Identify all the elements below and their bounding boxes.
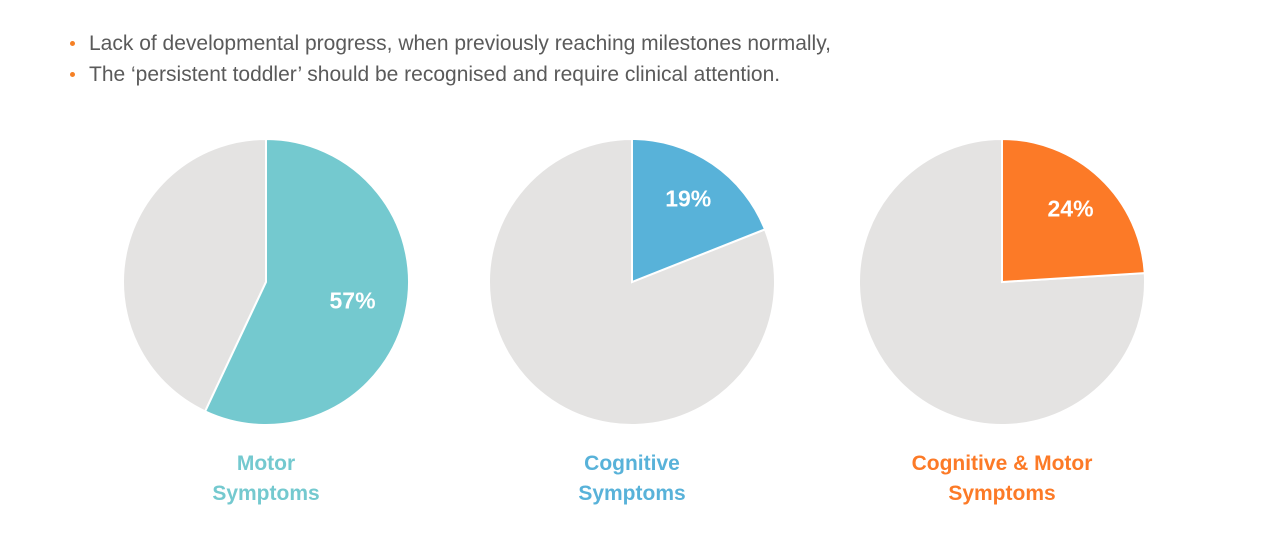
bullet-item: Lack of developmental progress, when pre…: [70, 28, 831, 59]
pie-slice-value: [203, 137, 410, 426]
pie-slice-remainder: [122, 137, 267, 413]
pie-value-label: 57%: [329, 287, 376, 314]
pie-slice-value: [1001, 137, 1146, 284]
bullet-list: Lack of developmental progress, when pre…: [70, 28, 831, 90]
chart-label-line1: Motor: [236, 452, 296, 475]
bullet-dot-icon: [70, 72, 75, 77]
pie-value-label: 24%: [1047, 195, 1094, 222]
pie-slice-value: [631, 137, 767, 284]
chart-label-line2: Symptoms: [212, 482, 320, 505]
chart-label: Motor Symptoms: [116, 449, 416, 509]
pie-chart-svg: [858, 137, 1146, 426]
bullet-item: The ‘persistent toddler’ should be recog…: [70, 59, 831, 90]
chart-label: Cognitive & Motor Symptoms: [852, 449, 1152, 509]
chart-label-line1: Cognitive: [584, 452, 680, 475]
pie-chart-svg: [488, 137, 776, 426]
pie-value-label: 19%: [665, 185, 712, 212]
bullet-dot-icon: [70, 41, 75, 46]
bullet-text: The ‘persistent toddler’ should be recog…: [89, 62, 781, 86]
pie-chart-svg: [122, 137, 410, 426]
chart-label: Cognitive Symptoms: [482, 449, 782, 509]
chart-label-line2: Symptoms: [948, 482, 1056, 505]
chart-label-line1: Cognitive & Motor: [911, 452, 1093, 475]
pie-slice-remainder: [858, 137, 1146, 426]
chart-label-line2: Symptoms: [578, 482, 686, 505]
bullet-text: Lack of developmental progress, when pre…: [89, 31, 831, 55]
